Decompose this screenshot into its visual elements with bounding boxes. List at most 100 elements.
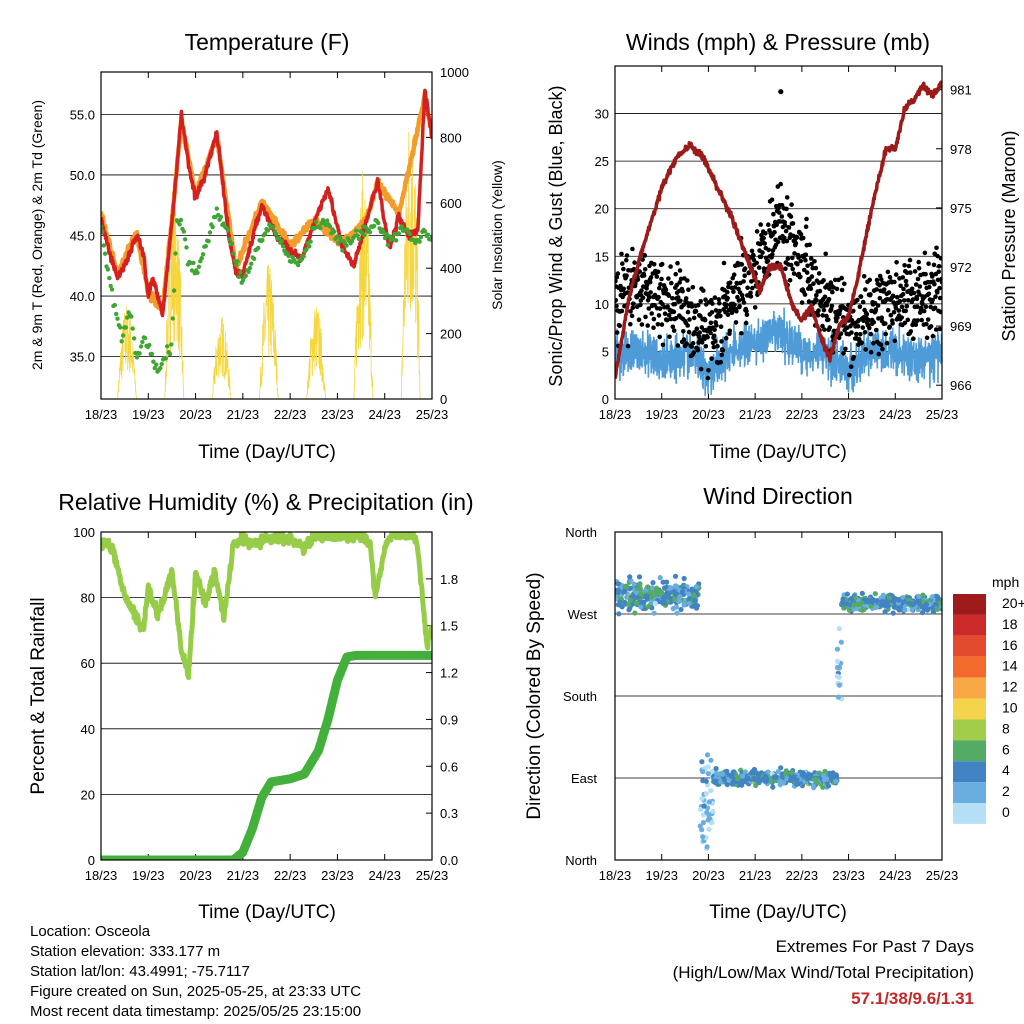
gust-point [821,278,826,283]
direction-point [651,610,657,616]
legend-swatch [953,803,986,824]
temperature-xlabel: Time (Day/UTC) [198,442,336,463]
dewpoint-point [367,230,373,235]
gust-point [741,279,746,284]
gust-point [680,288,685,294]
direction-point [710,808,716,814]
dewpoint-point [376,220,381,226]
direction-point [693,605,700,611]
direction-point [794,781,800,787]
direction-point [625,601,632,607]
direction-point [777,778,783,784]
dewpoint-point [304,247,309,252]
gust-point [698,366,704,372]
gust-point [936,263,942,269]
direction-point [661,600,668,606]
dewpoint-point [265,228,271,233]
gust-point [813,265,819,271]
y-tick-label: 30 [595,107,609,122]
gust-point [926,261,931,267]
direction-point [788,776,794,782]
gust-point [745,285,750,291]
gust-point [782,235,787,241]
x-tick-label: 22/23 [786,407,819,422]
dewpoint-point [207,230,213,235]
gust-point [712,295,718,300]
gust-point [617,323,622,329]
dewpoint-point [307,244,312,249]
temperature-frame [100,71,433,400]
direction-point [704,844,710,850]
gust-point [761,235,766,241]
gust-point [917,284,923,289]
direction-point [634,600,640,606]
gust-point [709,356,714,361]
gust-point [754,260,759,266]
speed-legend: mph 20+ 18 16 14 12 10 8 6 4 2 0 [953,574,1024,824]
direction-point [686,591,692,597]
gust-point [884,340,890,346]
direction-point [771,774,777,780]
gust-point [702,317,708,323]
gust-point [690,341,696,346]
gust-point [618,283,623,289]
gust-point [823,251,828,257]
direction-point [825,783,832,789]
gust-point [871,320,876,325]
plot-area [101,88,432,399]
gust-point [820,313,826,318]
gust-point [824,302,830,308]
x-tick-label: 21/23 [227,407,260,422]
y-tick-label: West [568,607,598,622]
temperature-title: Temperature (F) [185,29,350,55]
direction-point [822,768,828,774]
direction-point [693,584,699,590]
legend-swatch [953,635,986,657]
direction-point [705,817,711,823]
gust-point [766,222,771,227]
legend-swatch [953,698,986,720]
gust-point [681,302,686,308]
gust-point [896,308,902,313]
direction-point [678,606,684,613]
gust-point [796,255,801,260]
extremes-values: 57.1/38/9.6/1.31 [851,989,974,1008]
gust-point [615,297,618,303]
x-tick-label: 18/23 [85,868,118,883]
gust-point [709,310,715,315]
y-tick-label: North [565,853,597,868]
humidity-xlabel: Time (Day/UTC) [198,902,336,923]
gust-point [727,328,733,334]
direction-point [624,594,630,600]
y-tick-label: East [571,771,597,786]
y-right-tick-label: 975 [950,201,972,216]
gust-point [708,320,714,326]
gust-point [673,271,678,277]
dewpoint-point [371,223,377,229]
x-tick-label: 19/23 [645,407,678,422]
gust-point [655,269,661,275]
x-tick-label: 21/23 [739,407,772,422]
gust-point [646,306,652,311]
gust-point [855,324,861,329]
humidity-ylabel: Percent & Total Rainfall [28,597,49,794]
gust-point [645,323,650,328]
direction-point [838,639,844,645]
direction-point [868,603,874,609]
gust-point [628,309,633,314]
dewpoint-point [331,229,337,234]
gust-point [715,343,720,349]
rh-line [101,532,432,681]
dewpoint-point [238,270,243,275]
direction-point [615,589,621,596]
direction-point [895,605,901,612]
gust-point [621,286,626,292]
direction-point [890,610,896,616]
gust-point [808,286,814,292]
dewpoint-point [279,239,284,244]
gust-point [904,270,910,276]
direction-point [836,682,843,688]
gust-point [830,289,835,295]
gust-point [868,349,874,355]
